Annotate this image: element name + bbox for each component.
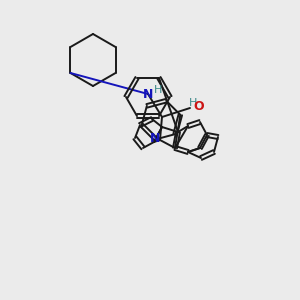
- Text: O: O: [194, 100, 204, 113]
- Text: H: H: [189, 98, 197, 108]
- Text: N: N: [143, 88, 153, 100]
- Text: H: H: [154, 85, 162, 95]
- Text: N: N: [150, 131, 160, 145]
